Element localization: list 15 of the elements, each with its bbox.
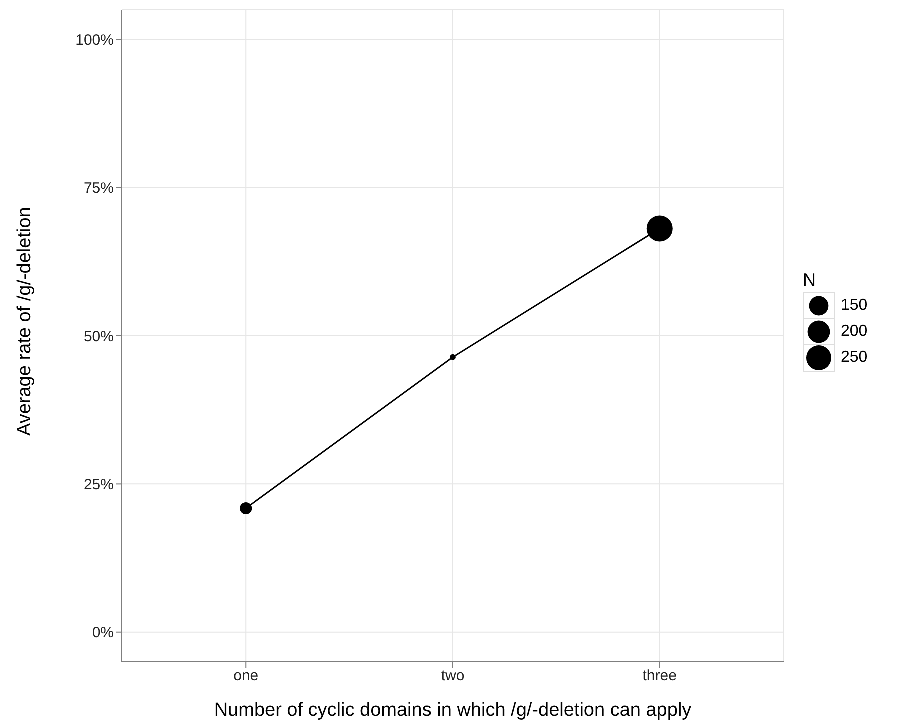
x-axis-title: Number of cyclic domains in which /g/-deletion can apply xyxy=(214,700,692,721)
y-tick-label: 0% xyxy=(92,624,114,642)
y-tick-label: 25% xyxy=(84,476,114,494)
size-legend: N 150 200 250 xyxy=(803,270,868,371)
legend-label: 250 xyxy=(841,349,868,367)
x-tick-label: two xyxy=(441,668,465,685)
x-tick-label: one xyxy=(234,668,259,685)
legend-label: 150 xyxy=(841,297,868,315)
y-tick-label: 50% xyxy=(84,328,114,346)
y-tick-label: 100% xyxy=(76,32,114,49)
legend-label: 200 xyxy=(841,323,868,341)
x-tick-label: three xyxy=(642,668,677,685)
y-axis-title: Average rate of /g/-deletion xyxy=(14,207,36,436)
legend-title: N xyxy=(803,270,817,291)
y-tick-label: 75% xyxy=(84,180,114,198)
